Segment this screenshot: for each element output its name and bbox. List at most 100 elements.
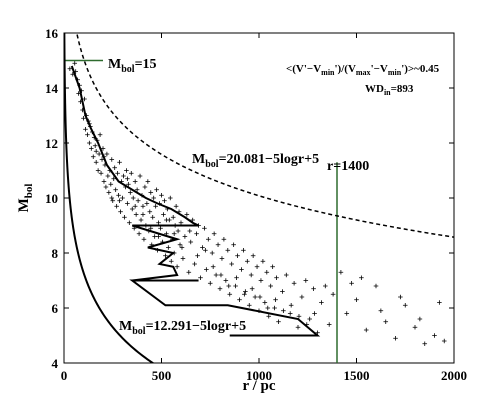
data-point xyxy=(141,236,147,242)
annotation-r1400: r=1400 xyxy=(327,159,369,174)
annotation-wd-rest: =893 xyxy=(391,83,414,95)
data-point xyxy=(187,228,193,234)
y-tick-label: 8 xyxy=(52,246,59,261)
data-point xyxy=(280,289,285,294)
data-point xyxy=(273,297,278,303)
data-point xyxy=(268,283,273,289)
y-tick-label: 10 xyxy=(45,191,58,206)
data-point xyxy=(378,308,384,314)
data-point xyxy=(168,258,174,264)
data-point xyxy=(276,319,281,325)
data-point xyxy=(270,264,275,270)
data-point xyxy=(239,267,244,272)
data-point xyxy=(156,220,161,226)
annotation-lower-sub: bol xyxy=(132,326,146,337)
data-point xyxy=(194,231,199,237)
data-point xyxy=(127,220,132,226)
data-point xyxy=(229,261,234,267)
data-point xyxy=(260,258,266,264)
data-point xyxy=(226,283,232,289)
data-point xyxy=(130,195,136,201)
data-point xyxy=(264,269,270,275)
axis-ticks: 0 500 1000 1500 2000 4 6 8 10 12 14 16 xyxy=(45,26,467,383)
data-point xyxy=(101,179,107,184)
data-point xyxy=(111,176,117,182)
data-point xyxy=(307,316,312,322)
data-point xyxy=(148,225,154,231)
data-point xyxy=(113,187,118,193)
data-point xyxy=(402,302,408,308)
data-point xyxy=(330,291,336,297)
x-tick-label: 500 xyxy=(152,368,172,383)
data-point xyxy=(121,173,126,179)
y-tick-label: 6 xyxy=(52,301,59,316)
annotation-ratio-p2: ')/(V xyxy=(335,63,356,75)
data-point xyxy=(437,300,442,305)
y-tick-label: 12 xyxy=(45,136,58,151)
data-point xyxy=(195,253,200,259)
data-point xyxy=(89,146,94,151)
data-point xyxy=(359,275,364,281)
annotation-lower-rest: =12.291−5logr+5 xyxy=(146,319,247,334)
y-axis-label-sub: bol xyxy=(23,184,35,199)
data-point xyxy=(235,253,240,259)
data-point xyxy=(383,319,389,325)
data-point xyxy=(312,311,317,316)
data-point xyxy=(398,294,403,300)
data-point xyxy=(299,294,305,300)
data-point xyxy=(233,283,238,289)
data-point xyxy=(129,206,135,212)
data-point xyxy=(338,269,344,275)
data-point xyxy=(144,201,150,206)
data-point xyxy=(109,195,115,201)
data-point xyxy=(179,245,185,250)
annotation-ratio-s1: min xyxy=(321,68,335,77)
data-point xyxy=(287,311,293,316)
data-point xyxy=(136,231,142,237)
annotation-wd-sub: in xyxy=(384,88,391,97)
annotation-mbol15-sub: bol xyxy=(121,64,135,75)
data-point xyxy=(93,159,99,165)
data-point xyxy=(138,217,144,223)
data-point xyxy=(243,289,248,294)
data-point xyxy=(114,203,119,209)
x-tick-label: 1000 xyxy=(246,368,272,383)
data-point xyxy=(115,170,120,176)
y-axis-label: Mbol xyxy=(16,184,35,213)
data-point xyxy=(96,151,102,157)
data-point xyxy=(248,272,254,278)
data-point xyxy=(87,140,92,146)
annotation-mbol15-rest: =15 xyxy=(135,57,157,72)
data-point xyxy=(262,300,268,305)
data-point xyxy=(158,225,163,231)
data-point xyxy=(234,275,239,281)
annotation-ratio: <(V'−Vmin')/(Vmax'−Vmin')>~0.45 xyxy=(286,63,440,77)
data-point xyxy=(126,181,131,187)
data-point xyxy=(281,308,286,314)
data-point xyxy=(167,195,173,201)
data-point xyxy=(104,151,110,157)
data-point xyxy=(231,242,236,248)
data-point xyxy=(125,176,130,182)
data-point xyxy=(171,231,177,237)
data-point xyxy=(90,154,96,160)
data-point xyxy=(288,302,294,308)
data-point xyxy=(225,247,231,253)
data-point xyxy=(206,236,211,242)
data-point xyxy=(323,283,328,289)
data-point xyxy=(174,264,180,270)
data-point xyxy=(97,132,103,138)
data-point xyxy=(217,286,223,292)
data-point xyxy=(188,239,194,245)
data-point xyxy=(291,280,297,286)
data-point xyxy=(103,184,109,190)
annotation-wd: WDin=893 xyxy=(365,83,414,97)
data-point xyxy=(152,234,157,239)
annotation-upper-sub: bol xyxy=(205,159,219,170)
data-point xyxy=(99,157,105,162)
data-point xyxy=(177,242,183,248)
data-point xyxy=(92,143,98,149)
data-point xyxy=(83,126,88,132)
data-point xyxy=(117,159,122,165)
annotation-upper-curve: Mbol=20.081−5logr+5 xyxy=(192,152,319,170)
